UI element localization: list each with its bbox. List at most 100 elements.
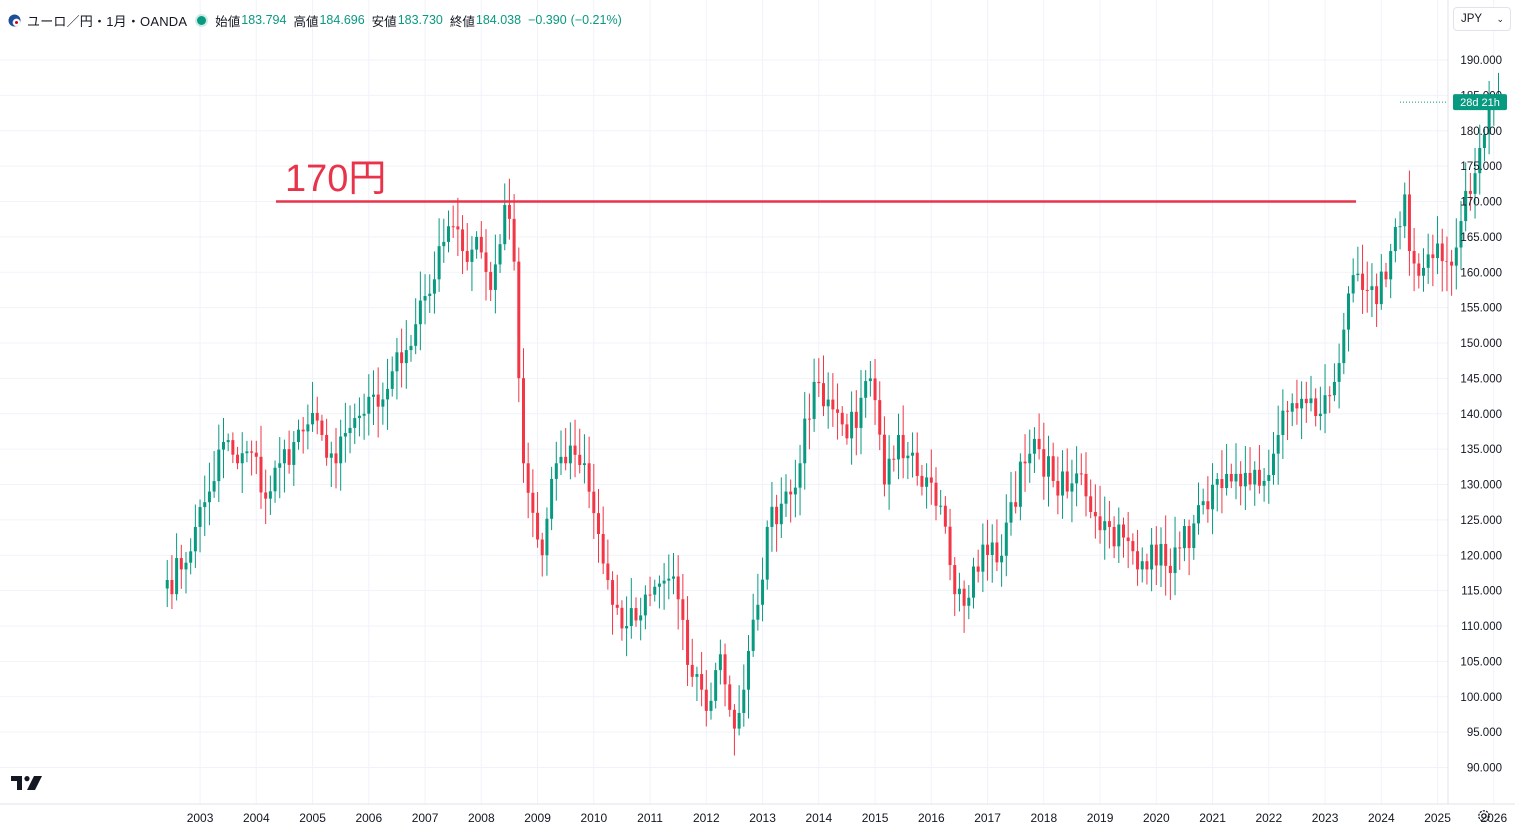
candle[interactable]: [817, 358, 821, 398]
candle[interactable]: [1375, 273, 1379, 327]
candle[interactable]: [700, 651, 704, 707]
candle[interactable]: [578, 428, 582, 474]
candle[interactable]: [1346, 286, 1350, 352]
candle[interactable]: [1304, 381, 1308, 423]
candle[interactable]: [517, 247, 521, 403]
candle[interactable]: [479, 221, 483, 259]
candle[interactable]: [526, 442, 530, 519]
candle[interactable]: [409, 334, 413, 362]
candle[interactable]: [639, 597, 643, 641]
candle[interactable]: [1342, 312, 1346, 375]
candle[interactable]: [1164, 515, 1168, 596]
candle[interactable]: [878, 381, 882, 451]
candle[interactable]: [1403, 182, 1407, 239]
candle[interactable]: [301, 417, 305, 454]
candle[interactable]: [1234, 443, 1238, 500]
candle[interactable]: [920, 464, 924, 496]
candle[interactable]: [611, 571, 615, 635]
candle[interactable]: [212, 451, 216, 498]
candle[interactable]: [1201, 488, 1205, 515]
candle[interactable]: [1075, 446, 1079, 507]
candle[interactable]: [592, 463, 596, 539]
candle[interactable]: [564, 428, 568, 471]
candle[interactable]: [1150, 527, 1154, 592]
candle[interactable]: [1000, 534, 1004, 587]
candle[interactable]: [1417, 253, 1421, 289]
candle[interactable]: [1356, 246, 1360, 282]
candle[interactable]: [1389, 243, 1393, 299]
candle[interactable]: [831, 373, 835, 427]
candle[interactable]: [1361, 244, 1365, 314]
candle[interactable]: [1211, 463, 1215, 535]
candle[interactable]: [911, 432, 915, 478]
candle[interactable]: [596, 488, 600, 563]
candle[interactable]: [1267, 449, 1271, 504]
candle[interactable]: [695, 666, 699, 701]
candle[interactable]: [662, 563, 666, 610]
candle[interactable]: [1300, 381, 1304, 440]
candle[interactable]: [671, 552, 675, 595]
candle[interactable]: [198, 499, 202, 553]
candle[interactable]: [1370, 263, 1374, 318]
candle[interactable]: [1464, 162, 1468, 232]
candle[interactable]: [540, 532, 544, 577]
candle[interactable]: [1436, 216, 1440, 275]
candle[interactable]: [1126, 512, 1130, 569]
candle[interactable]: [1061, 450, 1065, 519]
candle[interactable]: [648, 576, 652, 607]
candle[interactable]: [1243, 445, 1247, 511]
candle[interactable]: [826, 372, 830, 429]
candle[interactable]: [278, 437, 282, 499]
candle[interactable]: [1182, 519, 1186, 562]
candle[interactable]: [1009, 471, 1013, 536]
candle[interactable]: [606, 539, 610, 590]
candle[interactable]: [264, 469, 268, 525]
candle[interactable]: [568, 422, 572, 480]
candle[interactable]: [1473, 147, 1477, 219]
candle[interactable]: [634, 597, 638, 627]
candle[interactable]: [1107, 500, 1111, 549]
candle[interactable]: [1239, 461, 1243, 506]
candle[interactable]: [1276, 405, 1280, 485]
candle[interactable]: [1093, 484, 1097, 539]
candle[interactable]: [686, 596, 690, 686]
candle[interactable]: [1032, 427, 1036, 473]
candle[interactable]: [404, 320, 408, 389]
candle[interactable]: [1145, 553, 1149, 585]
candle[interactable]: [737, 685, 741, 736]
candle[interactable]: [1281, 389, 1285, 460]
candle[interactable]: [840, 406, 844, 436]
candle[interactable]: [179, 544, 183, 589]
candle[interactable]: [1042, 422, 1046, 500]
candle[interactable]: [1159, 527, 1163, 588]
candle[interactable]: [1178, 531, 1182, 570]
candle[interactable]: [718, 639, 722, 685]
candle[interactable]: [1112, 516, 1116, 559]
candle[interactable]: [882, 416, 886, 497]
candle[interactable]: [657, 575, 661, 609]
candle[interactable]: [1056, 456, 1060, 515]
candle[interactable]: [367, 374, 371, 436]
candle[interactable]: [512, 194, 516, 271]
candle[interactable]: [329, 441, 333, 487]
candle[interactable]: [775, 494, 779, 552]
candle[interactable]: [1487, 80, 1491, 155]
candle[interactable]: [1084, 452, 1088, 517]
tradingview-logo-icon[interactable]: [11, 774, 43, 792]
candle[interactable]: [850, 391, 854, 465]
candle[interactable]: [939, 489, 943, 515]
candle[interactable]: [268, 475, 272, 515]
candle[interactable]: [784, 474, 788, 517]
candle[interactable]: [873, 359, 877, 425]
candle[interactable]: [250, 440, 254, 476]
candle[interactable]: [986, 519, 990, 581]
candle[interactable]: [1065, 448, 1069, 499]
candle[interactable]: [484, 229, 488, 301]
candle[interactable]: [461, 215, 465, 275]
candle[interactable]: [1023, 434, 1027, 492]
candle[interactable]: [615, 574, 619, 615]
candle[interactable]: [854, 390, 858, 456]
candle[interactable]: [1121, 517, 1125, 558]
candle[interactable]: [536, 491, 540, 548]
annotation-label[interactable]: 170円: [285, 158, 386, 200]
